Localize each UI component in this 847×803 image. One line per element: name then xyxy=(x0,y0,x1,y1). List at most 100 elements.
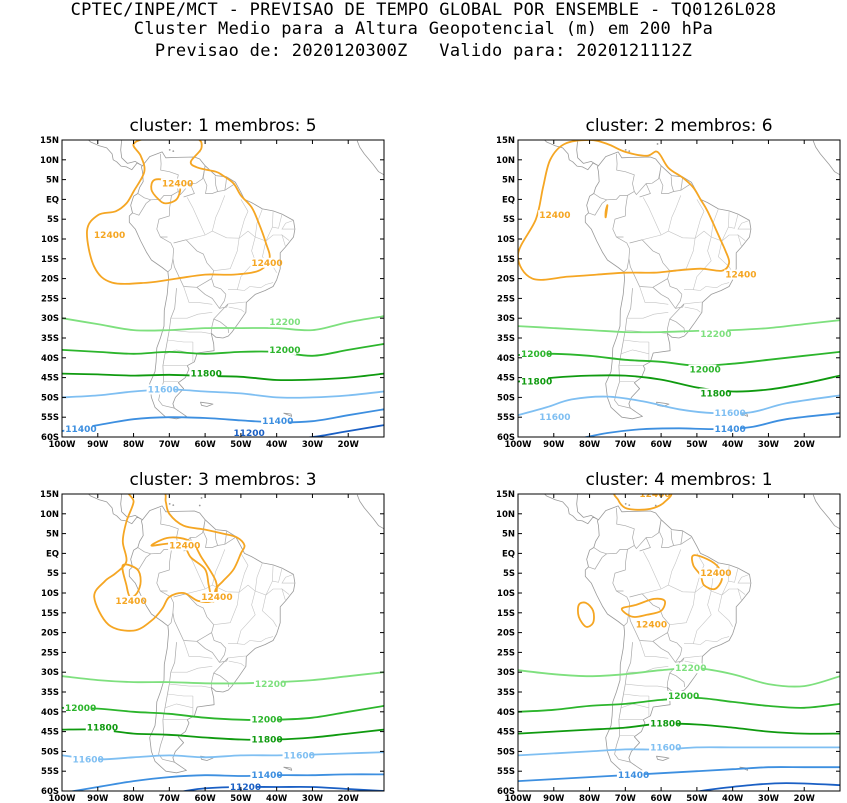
contour-label: 12200 xyxy=(269,318,300,328)
contour-label: 12400 xyxy=(201,593,232,603)
island-dot xyxy=(788,487,790,489)
lon-tick-label: 80W xyxy=(579,794,601,803)
contour-label: 11800 xyxy=(191,370,222,380)
contour-label-bg xyxy=(699,388,728,399)
country-border xyxy=(196,287,227,309)
island-dot xyxy=(168,503,171,505)
state-border xyxy=(684,306,701,313)
contour-label: 11800 xyxy=(251,736,282,746)
state-border xyxy=(642,230,738,242)
lon-tick-label: 60W xyxy=(651,440,673,450)
country-border xyxy=(156,519,206,627)
island-dot xyxy=(200,492,202,494)
lat-tick-label: 45S xyxy=(497,374,515,384)
country-border xyxy=(612,165,662,273)
state-border xyxy=(639,640,669,659)
contour-label-bg xyxy=(261,416,290,427)
lon-tick-label: 20W xyxy=(794,440,816,450)
state-border xyxy=(694,199,705,239)
contour-label: 12000 xyxy=(689,366,720,376)
contour-label: 12000 xyxy=(251,716,282,726)
contour-label: 11200 xyxy=(230,783,261,793)
contour-label-bg xyxy=(268,344,297,355)
lon-tick-label: 30W xyxy=(302,794,324,803)
contour-11400 xyxy=(62,408,384,432)
state-border xyxy=(238,553,249,593)
lon-tick-label: 60W xyxy=(195,440,217,450)
contour-label: 11400 xyxy=(251,771,282,781)
country-border xyxy=(616,507,635,546)
state-border xyxy=(227,590,256,645)
island-dot xyxy=(329,131,331,133)
contour-12400 xyxy=(613,494,673,511)
contour-label: 11800 xyxy=(700,389,731,399)
state-border xyxy=(737,220,751,230)
contour-12400 xyxy=(691,554,723,591)
country-border xyxy=(652,287,683,309)
island-outline xyxy=(656,755,670,761)
island-dot xyxy=(785,131,787,133)
state-border xyxy=(227,236,256,291)
lat-tick-label: 5S xyxy=(47,215,59,225)
lat-tick-label: 45S xyxy=(41,728,59,738)
state-border xyxy=(213,592,240,625)
lat-tick-label: 55S xyxy=(41,413,59,423)
coastline xyxy=(62,140,143,171)
contour-label-bg xyxy=(667,690,695,701)
contour-label-bg xyxy=(200,591,229,602)
lon-tick-label: 40W xyxy=(266,440,288,450)
country-border xyxy=(639,537,651,552)
state-border xyxy=(668,549,682,586)
coastline xyxy=(101,494,142,520)
contour-11800 xyxy=(62,728,384,741)
country-border xyxy=(213,318,230,333)
lon-tick-label: 70W xyxy=(159,794,181,803)
island-dot xyxy=(656,492,658,494)
contour-label-bg xyxy=(713,408,742,419)
lat-tick-label: 40S xyxy=(497,708,515,718)
contour-12000 xyxy=(518,351,840,367)
state-border xyxy=(669,592,696,625)
cluster-panel-2: cluster: 2 membros: 6 12400 12400 12200 1200… xyxy=(496,116,841,450)
contour-label-bg xyxy=(92,230,121,241)
lat-tick-label: 30S xyxy=(41,314,59,324)
country-border xyxy=(213,672,230,687)
contour-11200 xyxy=(301,424,384,437)
country-border xyxy=(670,176,674,192)
island-dot xyxy=(332,487,334,489)
state-border xyxy=(186,230,282,242)
lat-tick-label: 55S xyxy=(497,413,515,423)
contour-label-bg xyxy=(250,257,279,268)
cluster-panel-3: cluster: 3 membros: 3 12400 12400 12400 1220… xyxy=(40,470,385,803)
country-border xyxy=(669,672,686,687)
lat-tick-label: 10N xyxy=(496,510,515,520)
contour-label-bg xyxy=(713,424,742,435)
map-frame xyxy=(61,493,385,792)
lat-tick-label: 15S xyxy=(497,255,515,265)
coastline-south-america xyxy=(584,505,752,774)
contour-label: 11600 xyxy=(539,413,570,423)
state-border xyxy=(281,588,290,601)
contour-12400 xyxy=(93,494,246,632)
lat-tick-label: 5N xyxy=(46,176,59,186)
contour-label-bg xyxy=(253,679,282,690)
contour-label-bg xyxy=(250,770,279,781)
coastline-south-america xyxy=(584,151,752,420)
lon-tick-label: 20W xyxy=(338,794,360,803)
state-border xyxy=(169,329,211,334)
state-border xyxy=(183,286,213,305)
lat-tick-label: 50S xyxy=(497,393,515,403)
contour-label-bg xyxy=(146,384,175,395)
lat-tick-label: 5S xyxy=(47,569,59,579)
country-border xyxy=(658,519,692,548)
lat-tick-label: EQ xyxy=(46,549,59,559)
lat-tick-label: 10N xyxy=(40,156,59,166)
lat-tick-label: 10S xyxy=(497,589,515,599)
lat-tick-label: 20S xyxy=(497,275,515,285)
contour-label: 11800 xyxy=(650,720,681,730)
lat-tick-label: 45S xyxy=(41,374,59,384)
contour-11400 xyxy=(68,773,384,791)
map-area: 12400 12400 12400 12200 12000 12000 11800 11800… xyxy=(62,487,384,793)
panel-title: cluster: 4 membros: 1 xyxy=(585,470,772,490)
lat-tick-label: 5S xyxy=(503,569,515,579)
